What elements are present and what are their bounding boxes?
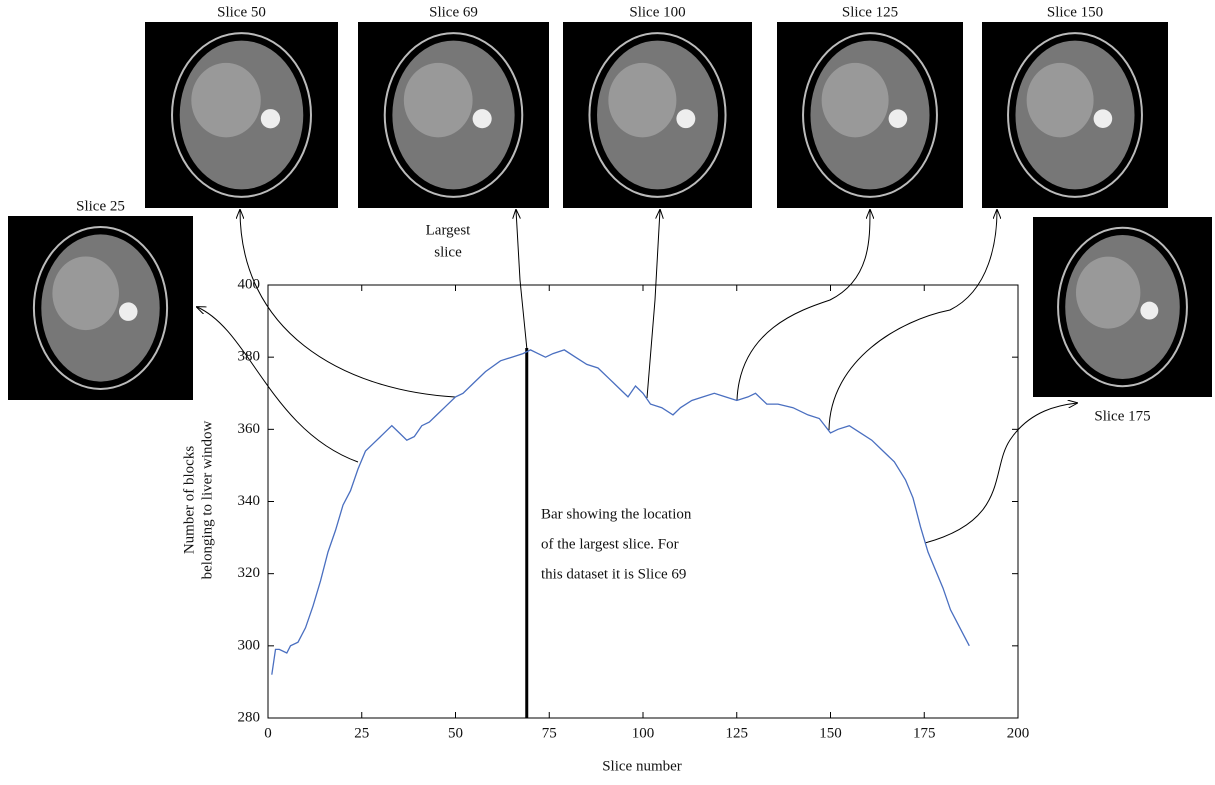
arrow (828, 210, 997, 431)
body-outline (588, 32, 727, 198)
x-tick-label: 0 (264, 725, 272, 741)
y-tick-label: 280 (238, 709, 261, 725)
arrow (924, 403, 1077, 544)
image-label: Slice 50 (217, 4, 266, 20)
body-outline (32, 226, 169, 390)
body-outline (1057, 226, 1188, 388)
arrow (736, 210, 870, 401)
liver (191, 62, 261, 138)
arrow (197, 307, 359, 463)
y-tick-label: 340 (238, 493, 261, 509)
image-label: Slice 175 (1094, 408, 1150, 424)
image-label: Slice 25 (76, 198, 125, 214)
x-tick-label: 125 (726, 725, 749, 741)
arrow (516, 210, 528, 351)
x-tick-label: 75 (542, 725, 557, 741)
liver (1075, 256, 1141, 329)
liver (608, 62, 677, 138)
y-tick-label: 300 (238, 637, 261, 653)
body-outline (171, 32, 312, 198)
y-tick-label: 400 (238, 276, 261, 292)
arrow (646, 210, 660, 399)
x-tick-label: 100 (632, 725, 655, 741)
spine (119, 302, 138, 321)
x-tick-label: 175 (913, 725, 936, 741)
spine (676, 109, 696, 129)
body-outline (802, 32, 938, 198)
body-outline (383, 32, 524, 198)
data-line (271, 349, 970, 675)
liver (52, 256, 120, 331)
liver (1026, 62, 1094, 138)
y-tick-label: 320 (238, 565, 261, 581)
x-axis-label: Slice number (602, 758, 682, 774)
y-axis-label: Number of blocks (181, 446, 197, 554)
annotation: Bar showing the location (541, 506, 692, 522)
liver (821, 62, 889, 138)
x-tick-label: 200 (1007, 725, 1030, 741)
image-label: Slice 150 (1047, 4, 1103, 20)
y-tick-label: 380 (238, 349, 261, 365)
spine (888, 109, 908, 129)
body-outline (1007, 32, 1143, 198)
plot-frame (267, 284, 1019, 719)
annotation: of the largest slice. For (541, 536, 679, 552)
liver (403, 62, 473, 138)
x-tick-label: 25 (354, 725, 369, 741)
arrow (240, 210, 456, 398)
arrows (197, 210, 1077, 544)
annotation: this dataset it is Slice 69 (541, 566, 686, 582)
spine (1140, 301, 1159, 320)
image-label: Slice 125 (842, 4, 898, 20)
x-tick-label: 50 (448, 725, 463, 741)
spine (1093, 109, 1113, 129)
image-label: Slice 100 (629, 4, 685, 20)
y-axis-label: belonging to liver window (199, 420, 215, 579)
annotation: Largest (426, 222, 472, 238)
x-tick-label: 150 (819, 725, 842, 741)
annotation: slice (434, 244, 462, 260)
spine (260, 109, 281, 129)
image-label: Slice 69 (429, 4, 478, 20)
spine (472, 109, 492, 129)
y-tick-label: 360 (238, 421, 261, 437)
